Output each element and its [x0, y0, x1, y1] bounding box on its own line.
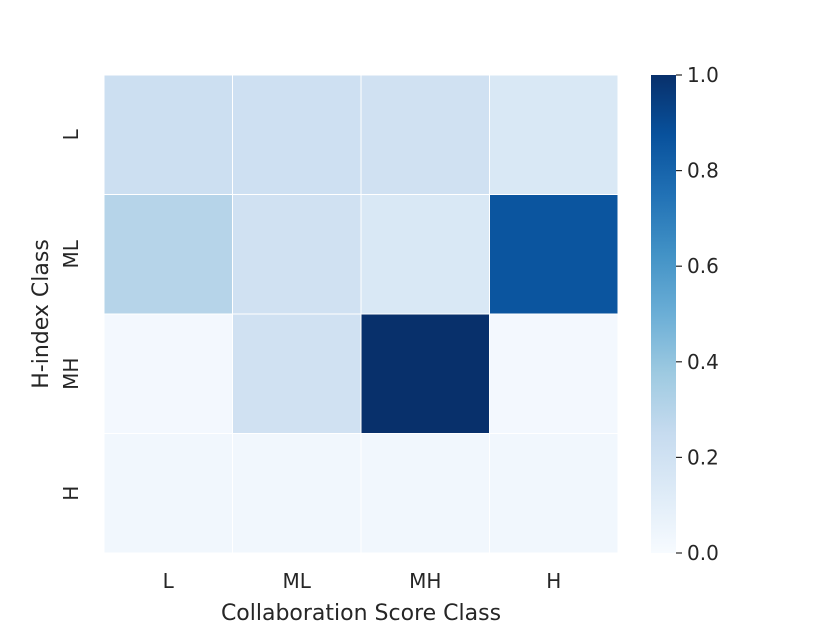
heatmap-cell [103, 313, 233, 434]
x-tick-label: MH [409, 569, 441, 593]
heatmap-cell [103, 74, 233, 195]
x-tick-labels: L ML MH H [163, 569, 562, 593]
heatmap-cell [232, 194, 362, 315]
y-tick-label: L [59, 128, 83, 140]
heatmap-cell [489, 313, 619, 434]
heatmap-cell [360, 433, 490, 554]
x-tick-label: H [546, 569, 561, 593]
heatmap-cell [489, 433, 619, 554]
colorbar-tick-label: 0.6 [687, 254, 719, 278]
heatmap-cells [103, 74, 619, 554]
x-tick-label: ML [283, 569, 312, 593]
y-tick-label: H [59, 486, 83, 501]
y-axis-title: H-index Class [29, 239, 54, 389]
y-tick-label: ML [59, 239, 83, 268]
heatmap-cell [489, 194, 619, 315]
colorbar [651, 75, 676, 553]
colorbar-tick-label: 1.0 [687, 63, 719, 87]
heatmap-cell [360, 313, 490, 434]
heatmap-cell [232, 74, 362, 195]
x-tick-label: L [163, 569, 175, 593]
y-tick-label: MH [59, 358, 83, 390]
heatmap-cell [489, 74, 619, 195]
colorbar-tick-label: 0.8 [687, 159, 719, 183]
y-tick-labels: L ML MH H [59, 128, 83, 500]
heatmap-cell [232, 433, 362, 554]
colorbar-ticks: 0.0 0.2 0.4 0.6 0.8 1.0 [676, 63, 719, 565]
heatmap-cell [103, 194, 233, 315]
heatmap-cell [103, 433, 233, 554]
colorbar-tick-label: 0.2 [687, 445, 719, 469]
heatmap-cell [232, 313, 362, 434]
colorbar-tick-label: 0.0 [687, 541, 719, 565]
heatmap-cell [360, 74, 490, 195]
colorbar-tick-label: 0.4 [687, 350, 719, 374]
x-axis-title: Collaboration Score Class [221, 601, 501, 623]
heatmap-cell [360, 194, 490, 315]
